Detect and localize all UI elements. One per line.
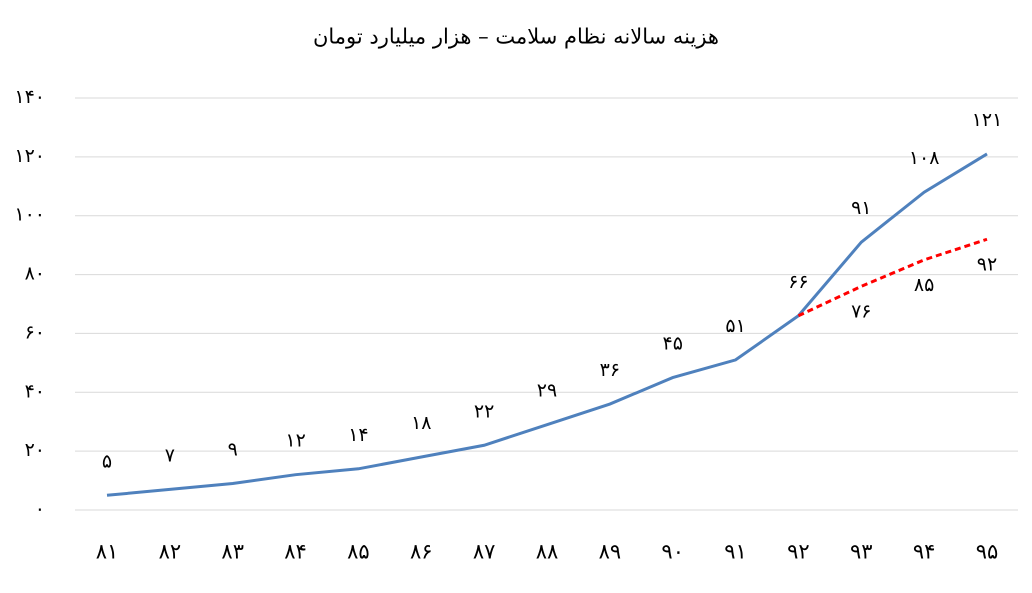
data-label: ۱۴ <box>348 424 368 446</box>
x-tick-label: ۹۵ <box>976 540 999 564</box>
x-tick-label: ۸۴ <box>284 540 307 564</box>
data-label: ۷ <box>165 444 175 466</box>
data-label: ۲۲ <box>474 400 494 422</box>
data-label: ۱۰۸ <box>909 147 940 169</box>
data-label: ۵ <box>102 450 112 472</box>
y-tick-label: ۱۴۰ <box>14 86 45 108</box>
x-tick-label: ۹۰ <box>661 540 684 564</box>
data-label: ۶۶ <box>788 271 808 293</box>
chart-title: هزینه سالانه نظام سلامت – هزار میلیارد ت… <box>313 25 719 50</box>
data-label: ۵۱ <box>725 315 745 337</box>
data-label: ۱۲ <box>285 430 305 452</box>
x-tick-label: ۹۱ <box>724 540 747 564</box>
data-label: ۱۲۱ <box>972 109 1003 131</box>
y-tick-label: ۶۰ <box>25 321 45 343</box>
x-tick-label: ۸۷ <box>473 540 496 564</box>
data-label: ۱۸ <box>411 412 431 434</box>
x-tick-label: ۹۳ <box>850 540 873 564</box>
series-line <box>106 152 988 497</box>
series-line <box>797 237 988 318</box>
data-label: ۷۶ <box>851 300 871 322</box>
y-tick-label: ۲۰ <box>25 439 45 461</box>
x-tick-label: ۸۳ <box>221 540 244 564</box>
x-tick-label: ۸۹ <box>599 540 622 564</box>
y-tick-label: ۴۰ <box>25 380 45 402</box>
x-tick-label: ۸۶ <box>410 540 433 564</box>
data-label: ۴۵ <box>663 333 683 355</box>
y-tick-label: ۱۰۰ <box>14 204 45 226</box>
data-label: ۹۱ <box>851 197 871 219</box>
data-label: ۲۹ <box>537 380 557 402</box>
data-label: ۸۵ <box>914 274 934 296</box>
y-tick-label: ۱۲۰ <box>14 145 45 167</box>
data-label: ۳۶ <box>600 359 620 381</box>
x-tick-label: ۸۸ <box>536 540 559 564</box>
x-tick-label: ۹۲ <box>787 540 810 564</box>
data-label: ۹۲ <box>977 253 997 275</box>
x-tick-label: ۸۲ <box>159 540 182 564</box>
x-tick-label: ۸۵ <box>347 540 370 564</box>
y-tick-label: ۰ <box>35 498 45 520</box>
x-tick-label: ۸۱ <box>96 540 119 564</box>
y-tick-label: ۸۰ <box>25 263 45 285</box>
x-tick-label: ۹۴ <box>913 540 936 564</box>
data-label: ۹ <box>228 439 238 461</box>
